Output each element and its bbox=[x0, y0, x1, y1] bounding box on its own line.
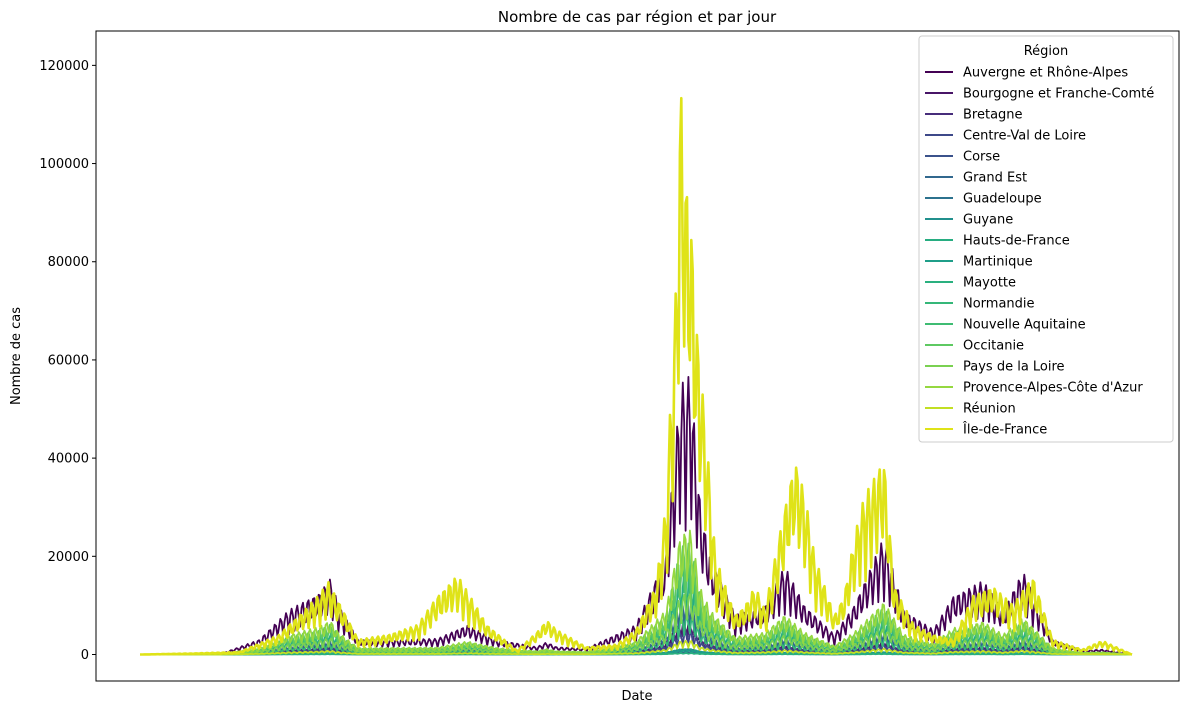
legend-item: Corse bbox=[925, 150, 1000, 165]
y-tick-label: 20000 bbox=[48, 550, 89, 565]
y-tick-label: 0 bbox=[81, 648, 89, 663]
series-line bbox=[140, 593, 1133, 656]
legend-label: Hauts-de-France bbox=[963, 234, 1070, 249]
legend: Région Auvergne et Rhône-Alpes Bourgogne … bbox=[918, 35, 1174, 443]
chart-title: Nombre de cas par région et par jour bbox=[498, 8, 777, 26]
legend-item: Occitanie bbox=[925, 339, 1024, 354]
legend-label: Île-de-France bbox=[962, 422, 1047, 438]
legend-label: Centre-Val de Loire bbox=[963, 129, 1086, 144]
legend-label: Nouvelle Aquitaine bbox=[963, 318, 1086, 333]
y-axis-label: Nombre de cas bbox=[9, 307, 24, 405]
legend-label: Auvergne et Rhône-Alpes bbox=[963, 66, 1128, 81]
legend-title: Région bbox=[1024, 44, 1069, 59]
y-tick-label: 80000 bbox=[48, 255, 89, 270]
legend-items: Auvergne et Rhône-Alpes Bourgogne et Fran… bbox=[925, 66, 1154, 438]
y-tick-label: 60000 bbox=[48, 353, 89, 368]
y-tick-label: 100000 bbox=[39, 157, 89, 172]
axes-frame bbox=[95, 30, 1180, 682]
series-line bbox=[140, 96, 1133, 656]
legend-item: Grand Est bbox=[925, 171, 1027, 186]
legend-item: Guyane bbox=[925, 213, 1013, 228]
legend-label: Occitanie bbox=[963, 339, 1024, 354]
legend-label: Corse bbox=[963, 150, 1000, 165]
x-axis-label: Date bbox=[621, 689, 652, 704]
legend-item: Bretagne bbox=[925, 108, 1023, 123]
legend-label: Grand Est bbox=[963, 171, 1027, 186]
legend-item: Centre-Val de Loire bbox=[925, 129, 1086, 144]
y-tick-label: 120000 bbox=[39, 59, 89, 74]
legend-label: Martinique bbox=[963, 255, 1033, 270]
legend-item: Nouvelle Aquitaine bbox=[925, 318, 1086, 333]
legend-item: Martinique bbox=[925, 255, 1033, 270]
legend-label: Normandie bbox=[963, 297, 1035, 312]
legend-item: Pays de la Loire bbox=[925, 360, 1065, 375]
legend-item: Provence-Alpes-Côte d'Azur bbox=[925, 381, 1143, 396]
y-axis-ticks: 0 20000 40000 60000 80000 100000 120000 bbox=[39, 59, 96, 663]
series-line bbox=[140, 652, 1132, 656]
plot-area bbox=[140, 96, 1133, 656]
legend-label: Réunion bbox=[963, 402, 1016, 417]
legend-label: Bourgogne et Franche-Comté bbox=[963, 87, 1154, 102]
y-tick-label: 40000 bbox=[48, 452, 89, 467]
legend-item: Île-de-France bbox=[925, 422, 1047, 438]
legend-label: Guadeloupe bbox=[963, 192, 1042, 207]
legend-item: Mayotte bbox=[925, 276, 1016, 291]
legend-frame bbox=[918, 35, 1174, 443]
series-line bbox=[140, 639, 1132, 656]
legend-item: Réunion bbox=[925, 402, 1016, 417]
legend-item: Bourgogne et Franche-Comté bbox=[925, 87, 1154, 102]
legend-item: Hauts-de-France bbox=[925, 234, 1070, 249]
legend-item: Guadeloupe bbox=[925, 192, 1042, 207]
legend-label: Pays de la Loire bbox=[963, 360, 1065, 375]
legend-label: Provence-Alpes-Côte d'Azur bbox=[963, 381, 1143, 396]
legend-label: Mayotte bbox=[963, 276, 1016, 291]
legend-label: Guyane bbox=[963, 213, 1013, 228]
legend-item: Auvergne et Rhône-Alpes bbox=[925, 66, 1128, 81]
legend-label: Bretagne bbox=[963, 108, 1023, 123]
legend-item: Normandie bbox=[925, 297, 1035, 312]
